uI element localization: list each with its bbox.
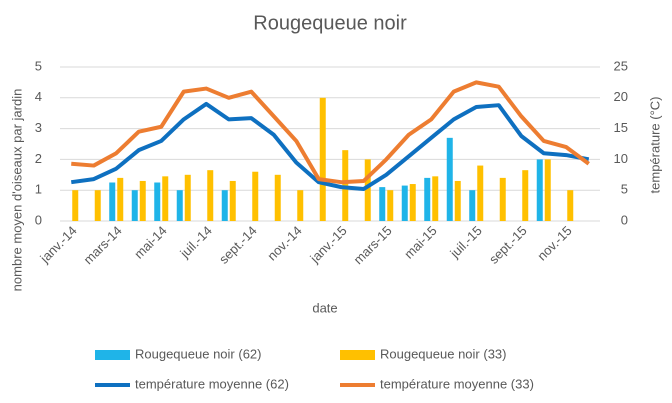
- bar: [109, 182, 116, 221]
- legend-label: température moyenne (62): [135, 376, 289, 391]
- line: [70, 101, 590, 191]
- y2-tick-label: 25: [614, 58, 628, 73]
- y-tick-label: 1: [35, 182, 42, 197]
- bar: [401, 185, 408, 221]
- bar: [387, 190, 394, 221]
- bar: [319, 97, 326, 221]
- x-tick-label: janv.-14: [36, 223, 79, 266]
- bar: [252, 171, 259, 221]
- y2-tick-label: 15: [614, 120, 628, 135]
- bar: [184, 174, 191, 221]
- x-tick-label: nov.-15: [534, 223, 575, 264]
- x-tick-label: mars-15: [350, 223, 394, 267]
- y-tick-label: 5: [35, 58, 42, 73]
- y2-tick-label: 0: [621, 212, 628, 227]
- y2-tick-label: 20: [614, 89, 628, 104]
- x-tick-label: nov.-14: [264, 223, 305, 264]
- y2-tick-label: 5: [621, 182, 628, 197]
- legend-label: température moyenne (33): [380, 376, 534, 391]
- x-tick-label: juil.-14: [176, 223, 214, 261]
- bar: [221, 190, 228, 221]
- bar: [139, 180, 146, 221]
- bar: [131, 190, 138, 221]
- chart-title: Rougequeue noir: [253, 12, 407, 34]
- bar: [207, 170, 214, 221]
- y2-axis-label: température (°C): [647, 97, 662, 194]
- x-axis-label: date: [312, 300, 337, 315]
- bar: [379, 187, 386, 221]
- y2-tick-label: 10: [614, 151, 628, 166]
- bar: [424, 177, 431, 221]
- y-axis-label: nombre moyen d'oiseaux par jardin: [9, 89, 24, 292]
- legend-swatch: [340, 350, 375, 360]
- y-tick-label: 2: [35, 151, 42, 166]
- bar: [229, 180, 236, 221]
- bar: [446, 137, 453, 221]
- y-tick-label: 3: [35, 120, 42, 135]
- bar: [409, 184, 416, 221]
- bar: [499, 177, 506, 221]
- bar: [477, 165, 484, 221]
- bar: [154, 182, 161, 221]
- bar: [94, 190, 101, 221]
- bar: [454, 180, 461, 221]
- bar: [469, 190, 476, 221]
- legend-swatch: [95, 350, 130, 360]
- bar: [544, 159, 551, 221]
- x-tick-label: mai-15: [401, 223, 440, 262]
- bar: [567, 190, 574, 221]
- x-tick-label: mai-14: [131, 223, 170, 262]
- bar: [176, 190, 183, 221]
- bar: [522, 170, 529, 221]
- bar: [117, 177, 124, 221]
- x-tick-label: sept.-14: [216, 223, 260, 267]
- x-tick-label: juil.-15: [446, 223, 484, 261]
- bar: [536, 159, 543, 221]
- x-tick-label: sept.-15: [486, 223, 530, 267]
- bar: [297, 190, 304, 221]
- y-tick-label: 0: [35, 212, 42, 227]
- bar: [162, 176, 169, 221]
- line: [71, 80, 590, 185]
- legend-label: Rougequeue noir (62): [135, 346, 261, 361]
- y-tick-label: 4: [35, 89, 42, 104]
- bar: [432, 176, 439, 221]
- bar: [364, 159, 371, 221]
- bar: [72, 190, 79, 221]
- x-tick-label: janv.-15: [306, 223, 349, 266]
- x-tick-label: mars-14: [80, 223, 124, 267]
- bar: [274, 174, 281, 221]
- legend-label: Rougequeue noir (33): [380, 346, 506, 361]
